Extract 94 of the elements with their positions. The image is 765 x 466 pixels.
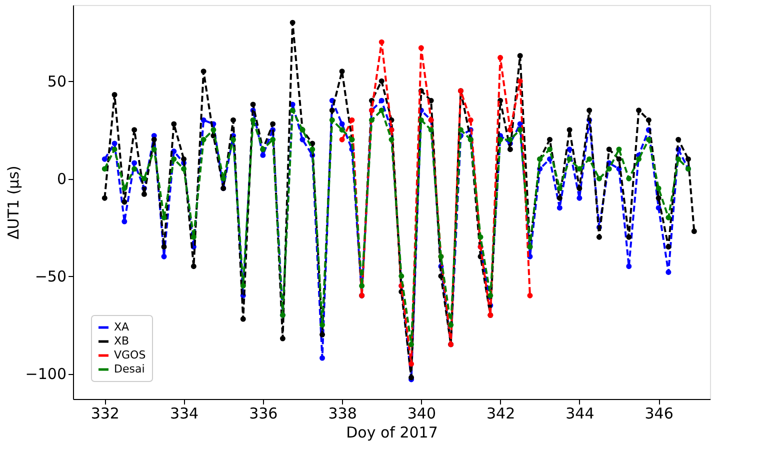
point	[676, 156, 682, 162]
point	[626, 264, 632, 270]
legend-label: XB	[114, 334, 130, 348]
y-tick-label: 50	[47, 72, 66, 91]
point	[250, 117, 256, 123]
point	[102, 156, 108, 162]
point	[270, 136, 276, 142]
point	[102, 166, 108, 172]
y-tick-label: 0	[56, 170, 66, 188]
point	[488, 292, 494, 298]
y-tick-label: −100	[25, 365, 66, 384]
point	[132, 166, 138, 172]
point	[190, 234, 196, 240]
point	[151, 146, 157, 152]
point	[418, 117, 424, 123]
point	[398, 273, 404, 279]
point	[161, 214, 167, 220]
point	[556, 205, 562, 211]
y-tick-label: −50	[34, 268, 66, 286]
point	[428, 127, 434, 133]
point	[517, 127, 523, 133]
point	[200, 136, 206, 142]
x-tick-label: 332	[90, 404, 120, 422]
point	[112, 140, 118, 146]
point	[576, 195, 582, 201]
point	[210, 127, 216, 133]
point	[359, 283, 365, 289]
point	[666, 269, 672, 275]
point	[339, 127, 345, 133]
point	[141, 176, 147, 182]
point	[378, 39, 384, 45]
point	[368, 117, 374, 123]
point	[349, 117, 355, 123]
point	[547, 146, 552, 152]
point	[220, 176, 226, 182]
point	[122, 186, 128, 192]
x-tick-label: 346	[644, 404, 674, 422]
point	[527, 292, 533, 298]
point	[230, 136, 236, 142]
point	[310, 146, 316, 152]
point	[458, 127, 464, 133]
point	[408, 361, 414, 367]
point	[161, 254, 167, 260]
point	[517, 78, 523, 84]
point	[132, 160, 138, 166]
point	[260, 152, 266, 158]
x-tick-label: 340	[407, 404, 436, 422]
point	[498, 136, 504, 142]
x-tick-label: 344	[566, 404, 594, 422]
point	[122, 218, 128, 224]
point	[408, 342, 414, 348]
point	[507, 127, 513, 133]
point	[378, 98, 384, 104]
point	[576, 166, 582, 172]
point	[566, 146, 572, 152]
x-tick-label: 342	[486, 404, 516, 422]
point	[339, 136, 345, 142]
point	[666, 214, 672, 220]
point	[290, 108, 296, 114]
legend-label: VGOS	[114, 348, 146, 362]
x-tick-label: 334	[170, 404, 199, 422]
point	[378, 108, 384, 114]
point	[329, 117, 335, 123]
point	[507, 136, 513, 142]
point	[339, 121, 345, 127]
x-tick-label: 338	[328, 404, 357, 422]
legend-label: XA	[114, 320, 130, 334]
point	[300, 136, 306, 142]
point	[418, 45, 424, 51]
point	[388, 136, 394, 142]
point	[646, 136, 652, 142]
point	[616, 146, 622, 152]
point	[566, 156, 572, 162]
point	[606, 166, 612, 172]
point	[656, 186, 662, 192]
point	[320, 355, 325, 361]
point	[556, 186, 562, 192]
point	[181, 166, 187, 172]
x-tick-label: 336	[249, 404, 278, 422]
point	[596, 176, 602, 182]
x-axis-title: Doy of 2017	[346, 424, 438, 442]
point	[240, 283, 246, 289]
point	[498, 54, 504, 60]
point	[586, 156, 592, 162]
point	[478, 234, 484, 240]
point	[626, 176, 632, 182]
legend-label: Desai	[114, 362, 145, 376]
point	[636, 156, 642, 162]
point	[171, 156, 177, 162]
point	[320, 322, 325, 328]
point	[468, 117, 474, 123]
point	[112, 146, 118, 152]
y-axis-title: ΔUT1 (μs)	[4, 166, 22, 240]
point	[448, 322, 454, 328]
